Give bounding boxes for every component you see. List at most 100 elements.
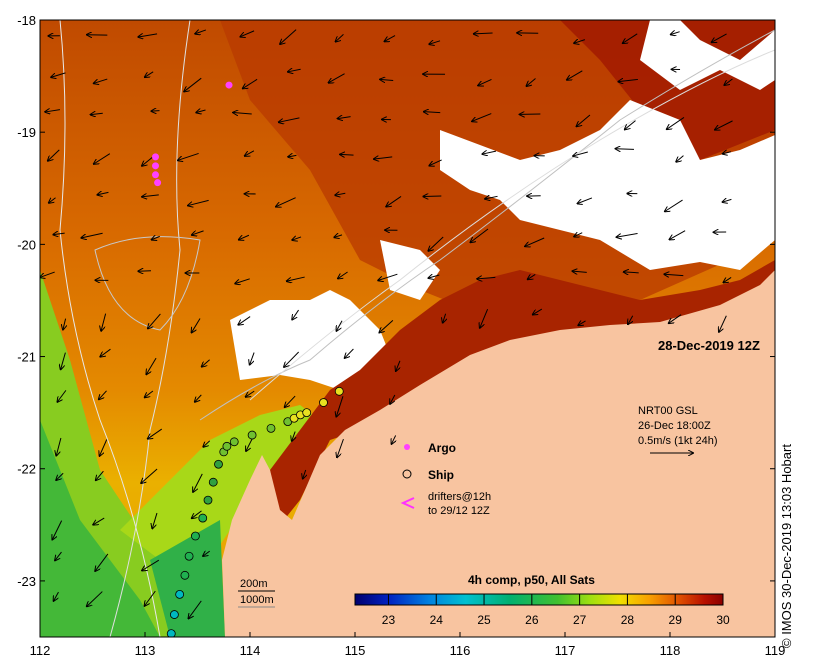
argo-markers: [152, 81, 233, 187]
current-arrow: [392, 435, 396, 443]
current-arrow: [238, 316, 251, 325]
current-arrow: [335, 193, 346, 195]
colorbar-tick-label: 30: [716, 613, 730, 627]
y-tick-label: -23: [17, 574, 36, 589]
current-arrow: [235, 278, 250, 284]
credit-label: © IMOS 30-Dec-2019 13:03 Hobart: [779, 444, 794, 648]
current-arrow: [101, 313, 107, 331]
current-arrow: [577, 114, 591, 126]
colorbar-tick-label: 24: [430, 613, 444, 627]
current-arrow: [396, 360, 400, 371]
colorbar-ticks: 23 24 25 26 27 28 29 30: [382, 594, 730, 627]
current-arrow: [378, 273, 398, 280]
legend: Argo Ship drifters@12h to 29/12 12Z: [400, 441, 491, 517]
current-arrow: [723, 199, 732, 202]
map-frame: [39, 19, 776, 638]
ship-observation-marker: [208, 477, 218, 487]
x-tick-label: 115: [345, 643, 366, 658]
current-arrow: [195, 30, 207, 34]
x-tick-label: 112: [30, 643, 51, 658]
ship-observation-marker: [222, 441, 232, 451]
current-arrow: [625, 120, 636, 130]
current-arrow: [618, 79, 638, 81]
current-arrow: [379, 320, 394, 332]
current-arrow: [292, 431, 295, 441]
current-arrow: [676, 155, 684, 162]
current-arrow: [336, 33, 344, 41]
current-arrow: [203, 440, 211, 447]
current-arrow: [669, 314, 682, 323]
current-arrow: [480, 308, 489, 328]
isobath-200m: [199, 29, 775, 421]
cloud-mask-ne: [640, 20, 775, 90]
x-tick-label: 116: [450, 643, 471, 658]
colorbar-tick-label: 28: [621, 613, 635, 627]
isobath-plateau: [94, 236, 201, 331]
current-arrow: [94, 78, 108, 83]
current-arrow: [340, 154, 354, 155]
ship-observation-marker: [229, 437, 239, 447]
current-arrow: [288, 155, 297, 157]
ship-observation-marker: [180, 570, 190, 580]
current-arrow: [99, 390, 107, 400]
current-arrow: [527, 78, 536, 86]
current-arrow: [87, 591, 103, 607]
current-arrow: [628, 315, 634, 324]
current-arrow: [192, 230, 204, 235]
current-arrow: [243, 78, 258, 88]
current-arrow: [61, 352, 66, 370]
current-arrow: [723, 152, 731, 154]
colorbar-tick-label: 25: [477, 613, 491, 627]
argo-float-marker: [152, 153, 159, 161]
y-axis-ticks: -18 -19 -20 -21 -22 -23: [17, 13, 775, 589]
current-arrow: [574, 233, 583, 237]
current-arrow: [385, 35, 396, 42]
current-arrow: [573, 271, 587, 272]
drifter-legend-marker: [400, 497, 415, 509]
colorbar-tick-label: 27: [573, 613, 587, 627]
current-arrow: [724, 78, 733, 85]
current-arrow: [478, 79, 492, 85]
current-arrow: [145, 71, 154, 77]
drifter-legend-label-1: drifters@12h: [428, 491, 491, 503]
current-scale-label: 0.5m/s (1kt 24h): [638, 435, 717, 447]
colorbar-tick-label: 29: [669, 613, 683, 627]
current-arrow: [528, 274, 536, 279]
colorbar-tick-label: 26: [525, 613, 539, 627]
ship-observation-marker: [184, 551, 194, 561]
current-arrow: [276, 197, 296, 207]
current-arrow: [152, 512, 158, 528]
current-arrow: [285, 395, 296, 407]
ship-legend-label: Ship: [428, 468, 454, 482]
current-arrow: [578, 321, 586, 325]
current-arrow: [533, 308, 543, 314]
land-mass: [222, 270, 775, 637]
current-arrow: [715, 120, 733, 130]
current-arrow: [233, 112, 252, 113]
current-arrow: [474, 33, 493, 34]
current-arrow: [374, 157, 393, 159]
current-arrow: [141, 468, 158, 483]
date-label: 28-Dec-2019 12Z: [658, 338, 760, 353]
current-arrow: [567, 70, 583, 80]
x-tick-label: 113: [135, 643, 156, 658]
current-arrow: [239, 234, 250, 239]
current-arrow: [91, 113, 103, 114]
current-arrow: [573, 151, 588, 156]
isobath-1000m: [59, 20, 161, 637]
ship-observation-marker: [175, 589, 185, 599]
current-source-label: NRT00 GSL: [638, 405, 698, 417]
current-arrow: [55, 551, 62, 560]
ship-observation-marker: [190, 531, 200, 541]
current-arrow: [56, 437, 62, 456]
current-arrow: [443, 313, 446, 323]
current-arrow: [51, 72, 66, 77]
current-arrow: [429, 275, 440, 278]
y-tick-label: -20: [17, 237, 36, 252]
current-arrow: [485, 196, 498, 199]
current-arrow: [624, 272, 639, 273]
isobath-200m-label: 200m: [240, 578, 268, 590]
colorbar: [354, 593, 724, 606]
current-arrow: [670, 230, 686, 240]
argo-legend-label: Argo: [428, 441, 456, 455]
